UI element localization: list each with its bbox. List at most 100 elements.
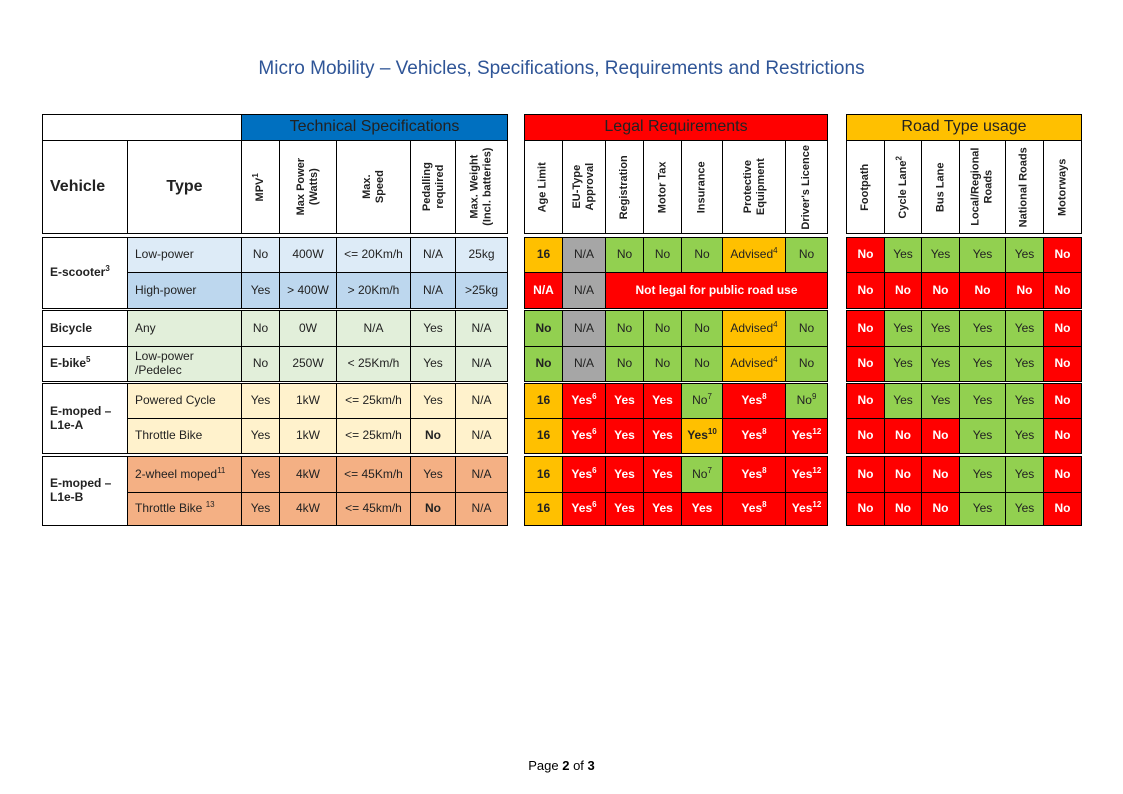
road-value: No bbox=[846, 492, 885, 526]
cell-text: E-bike5 bbox=[50, 355, 91, 371]
tech-value: No bbox=[241, 346, 280, 382]
cell-text: Yes bbox=[972, 466, 993, 481]
cell-text: 1kW bbox=[296, 428, 320, 443]
road-value: Yes bbox=[1005, 310, 1044, 347]
cell-text: N/A bbox=[363, 320, 384, 335]
footnote-ref: 7 bbox=[707, 465, 712, 475]
legal-value: No bbox=[605, 310, 644, 347]
tech-value: N/A bbox=[455, 346, 508, 382]
cell-text: Yes bbox=[893, 320, 913, 335]
footnote-ref: 10 bbox=[707, 427, 717, 437]
legal-value: Yes bbox=[605, 418, 644, 454]
legal-value: Yes6 bbox=[562, 418, 606, 454]
cell-text: Yes6 bbox=[571, 392, 597, 408]
cell-text: No bbox=[616, 356, 633, 371]
cell-text: Yes bbox=[972, 247, 993, 262]
header-local: Local/Regional Roads bbox=[959, 140, 1006, 234]
cell-text: Low-power/Pedelec bbox=[135, 349, 194, 377]
cell-text: N/A bbox=[573, 356, 594, 371]
header-power: Max Power (Watts) bbox=[279, 140, 337, 234]
cell-text: No bbox=[1054, 466, 1071, 481]
header-pedal: Pedalling required bbox=[410, 140, 456, 234]
header-age: Age Limit bbox=[524, 140, 563, 234]
cell-text: N/A bbox=[573, 247, 594, 262]
legal-value: No7 bbox=[681, 456, 723, 493]
cell-text: <= 25km/h bbox=[345, 428, 402, 443]
cell-text: Registration bbox=[618, 154, 631, 220]
cell-text: EU-Type Approval bbox=[571, 163, 596, 211]
cell-text: No bbox=[857, 393, 874, 408]
legal-value: No bbox=[605, 346, 644, 382]
header-national: National Roads bbox=[1005, 140, 1044, 234]
cell-text: No bbox=[857, 356, 874, 371]
tech-value: Yes bbox=[241, 383, 280, 419]
legal-value: N/A bbox=[524, 272, 563, 309]
road-value: No bbox=[1043, 418, 1082, 454]
cell-text: No bbox=[932, 466, 949, 481]
header-mpv: MPV1 bbox=[241, 140, 280, 234]
tech-value: 0W bbox=[279, 310, 337, 347]
footnote-ref: 12 bbox=[812, 465, 822, 475]
legal-value: Yes6 bbox=[562, 492, 606, 526]
cell-text: Yes bbox=[250, 428, 271, 443]
cell-text: No bbox=[857, 282, 874, 297]
legal-value: No bbox=[643, 346, 682, 382]
row-type: Low-power/Pedelec bbox=[127, 346, 242, 382]
cell-text: Yes bbox=[1014, 428, 1035, 443]
tech-value: No bbox=[241, 237, 280, 273]
tech-value: No bbox=[410, 418, 456, 454]
road-value: Yes bbox=[1005, 418, 1044, 454]
legal-value: Advised4 bbox=[722, 346, 786, 382]
legal-value: Yes bbox=[643, 383, 682, 419]
cell-text: No bbox=[1054, 247, 1071, 262]
vehicle-label: E-moped – L1e-A bbox=[42, 383, 128, 454]
cell-text: Yes bbox=[972, 428, 993, 443]
cell-text: No bbox=[932, 282, 949, 297]
cell-text: Technical Specifications bbox=[289, 118, 460, 136]
tech-value: 1kW bbox=[279, 383, 337, 419]
tech-value: <= 25km/h bbox=[336, 418, 411, 454]
tech-value: 250W bbox=[279, 346, 337, 382]
cell-text: Yes bbox=[691, 501, 713, 516]
cell-text: Yes6 bbox=[571, 427, 597, 443]
cell-text: Yes bbox=[930, 356, 951, 371]
road-value: Yes bbox=[959, 456, 1006, 493]
header-protective: Protective Equipment bbox=[722, 140, 786, 234]
cell-text: N/A bbox=[471, 320, 492, 335]
cell-text: Yes bbox=[893, 393, 913, 408]
tech-value: N/A bbox=[455, 310, 508, 347]
road-value: Yes bbox=[1005, 383, 1044, 419]
cell-text: Yes bbox=[893, 247, 913, 262]
tech-value: N/A bbox=[410, 237, 456, 273]
cell-text: Advised4 bbox=[730, 355, 778, 371]
cell-text: Type bbox=[166, 177, 203, 195]
cell-text: 0W bbox=[299, 320, 317, 335]
cell-text: No bbox=[535, 356, 552, 371]
legal-value: Yes bbox=[643, 418, 682, 454]
tech-value: N/A bbox=[455, 383, 508, 419]
cell-text: N/A bbox=[422, 247, 443, 262]
cell-text: No bbox=[1054, 356, 1071, 371]
tech-value: Yes bbox=[241, 418, 280, 454]
footnote-ref: 1 bbox=[251, 172, 261, 178]
cell-text: Yes bbox=[652, 501, 673, 516]
cell-text: Local/Regional Roads bbox=[969, 147, 995, 227]
header-eutype: EU-Type Approval bbox=[562, 140, 606, 234]
road-value: Yes bbox=[884, 310, 922, 347]
cell-text: Yes bbox=[652, 466, 673, 481]
road-value: No bbox=[1043, 456, 1082, 493]
legal-value: Advised4 bbox=[722, 310, 786, 347]
road-value: No bbox=[846, 272, 885, 309]
road-value: No bbox=[1043, 492, 1082, 526]
cell-text: No bbox=[857, 466, 874, 481]
cell-text: Footpath bbox=[859, 163, 872, 211]
cell-text: 4kW bbox=[296, 466, 320, 481]
cell-text: No bbox=[895, 501, 911, 516]
header-type: Type bbox=[127, 140, 242, 234]
cell-text: <= 25km/h bbox=[345, 393, 402, 408]
tech-value: 4kW bbox=[279, 456, 337, 493]
footnote-ref: 13 bbox=[205, 500, 215, 510]
tech-value: <= 45Km/h bbox=[336, 456, 411, 493]
tech-value: N/A bbox=[410, 272, 456, 309]
footnote-ref: 5 bbox=[86, 355, 91, 365]
